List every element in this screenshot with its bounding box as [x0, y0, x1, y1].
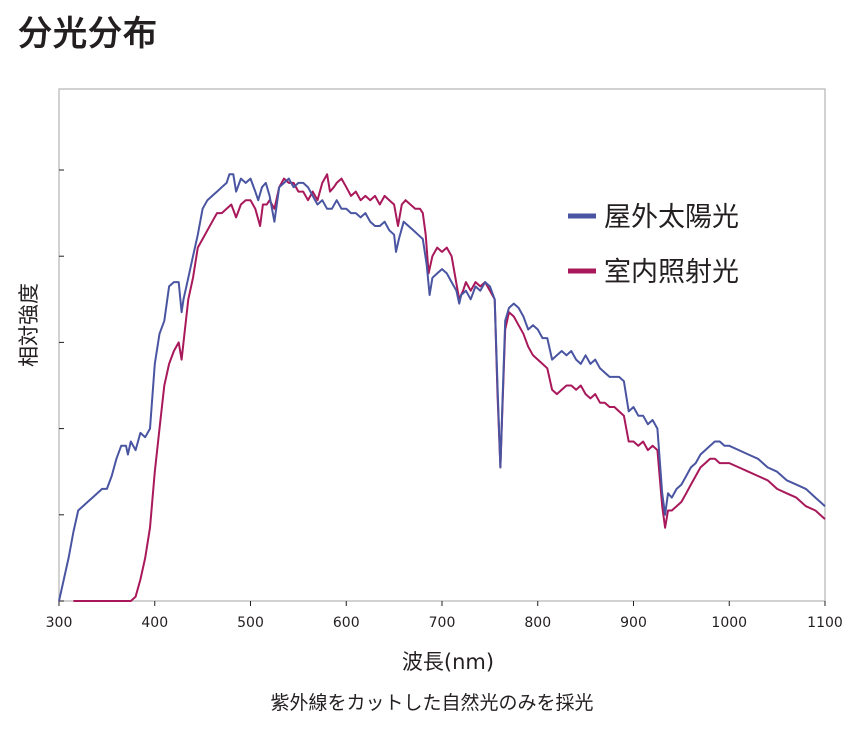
legend-label-outdoor: 屋外太陽光 [604, 202, 739, 233]
series-layer [58, 173, 826, 602]
y-axis-ticks [59, 169, 64, 602]
x-tick-label: 1000 [711, 615, 747, 631]
y-axis-title: 相対強度 [17, 283, 41, 367]
caption: 紫外線をカットした自然光のみを採光 [270, 692, 594, 714]
series-line-outdoor [58, 173, 826, 602]
x-tick-label: 800 [524, 615, 551, 631]
page-title: 分光分布 [18, 14, 158, 54]
x-axis-title: 波長(nm) [402, 650, 494, 674]
x-tick-label: 500 [237, 615, 264, 631]
x-tick-label: 400 [141, 615, 168, 631]
x-tick-label: 1100 [807, 615, 843, 631]
x-tick-label: 700 [429, 615, 456, 631]
x-tick-label: 900 [620, 615, 647, 631]
legend: 屋外太陽光 室内照射光 [568, 202, 739, 288]
plot-frame [58, 88, 826, 602]
x-axis-ticks: 300 400 500 600 700 800 900 1000 1100 [46, 601, 843, 631]
x-tick-label: 600 [333, 615, 360, 631]
legend-label-indoor: 室内照射光 [604, 257, 739, 288]
x-tick-label: 300 [46, 615, 73, 631]
series-line-indoor [73, 173, 826, 602]
